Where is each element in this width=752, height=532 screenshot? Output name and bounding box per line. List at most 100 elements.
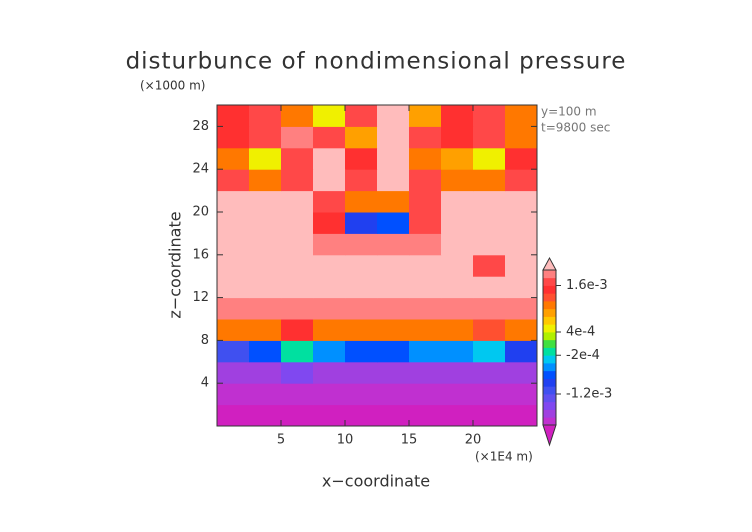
contour-cell [345, 190, 378, 213]
colorbar-band [543, 363, 556, 372]
contour-cell [281, 212, 314, 234]
contour-cell [473, 105, 506, 127]
contour-cell [473, 212, 506, 234]
contour-cell [473, 126, 506, 149]
contour-cell [377, 361, 410, 384]
y-tick-label: 16 [192, 247, 209, 262]
contour-cell [409, 383, 442, 406]
y-tick-label: 12 [192, 290, 209, 305]
contour-cell [441, 147, 474, 170]
colorbar-band [543, 332, 556, 341]
contour-cell [249, 319, 282, 341]
contour-cell [409, 254, 442, 277]
annotation: y=100 m [541, 105, 597, 119]
contour-cell [377, 169, 410, 192]
contour-cell [313, 147, 346, 170]
contour-cell [473, 340, 506, 363]
contour-cell [505, 319, 538, 341]
contour-cell [249, 404, 282, 427]
y-tick-label: 28 [192, 119, 209, 134]
contour-cell [505, 190, 538, 213]
contour-cell [217, 340, 250, 363]
contour-cell [281, 126, 314, 149]
contour-cell [281, 190, 314, 213]
contour-cell [377, 404, 410, 427]
contour-cell [441, 319, 474, 341]
contour-cell [345, 404, 378, 427]
contour-cell [473, 276, 506, 299]
contour-cell [377, 319, 410, 341]
contour-cell [249, 297, 282, 320]
contour-cell [441, 212, 474, 234]
plot-frame [216, 104, 538, 427]
x-tick-label: 15 [401, 433, 418, 448]
contour-cell [249, 340, 282, 363]
contour-cell [409, 319, 442, 341]
contour-cell [505, 126, 538, 149]
contour-cell [217, 276, 250, 299]
colorbar-band [543, 301, 556, 310]
contour-cell [473, 233, 506, 256]
contour-cell [249, 383, 282, 406]
contour-cell [217, 147, 250, 170]
contour-cell [313, 383, 346, 406]
contour-cell [505, 147, 538, 170]
colorbar-band [543, 277, 556, 286]
colorbar-band [543, 394, 556, 403]
contour-cell [249, 361, 282, 384]
colorbar-band [543, 417, 556, 426]
contour-cell [249, 212, 282, 234]
contour-cell [505, 276, 538, 299]
y-tick-label: 20 [192, 205, 209, 220]
contour-cell [217, 297, 250, 320]
contour-cell [217, 404, 250, 427]
contour-cell [505, 340, 538, 363]
contour-cell [441, 190, 474, 213]
contour-cell [345, 212, 378, 234]
contour-cell [313, 126, 346, 149]
contour-cell [281, 276, 314, 299]
contour-cell [473, 319, 506, 341]
contour-cell [409, 126, 442, 149]
contour-cell [473, 361, 506, 384]
y-tick-label: 4 [201, 376, 209, 391]
contour-cell [409, 190, 442, 213]
x-tick-label: 10 [337, 433, 354, 448]
y-tick-label: 24 [192, 162, 209, 177]
contour-cell [441, 297, 474, 320]
contour-cell [313, 319, 346, 341]
contour-cell [441, 404, 474, 427]
contour-cell [409, 105, 442, 127]
colorbar-band [543, 347, 556, 356]
colorbar-arrow [542, 256, 557, 271]
contour-cell [441, 254, 474, 277]
contour-cell [313, 361, 346, 384]
contour-cell [345, 169, 378, 192]
contour-cell [441, 361, 474, 384]
contour-cell [505, 383, 538, 406]
contour-cell [377, 126, 410, 149]
contour-cell [377, 383, 410, 406]
colorbar-band [543, 293, 556, 302]
contour-cell [505, 404, 538, 427]
contour-cell [409, 404, 442, 427]
annotation: t=9800 sec [541, 121, 610, 135]
colorbar-band [543, 386, 556, 395]
x-unit: (×1E4 m) [475, 450, 533, 464]
colorbar-band [543, 409, 556, 418]
contour-cell [281, 105, 314, 127]
contour-cell [249, 233, 282, 256]
contour-cell [505, 212, 538, 234]
contour-cell [217, 126, 250, 149]
contour-cell [281, 297, 314, 320]
contour-cell [345, 105, 378, 127]
contour-cell [249, 147, 282, 170]
colorbar-band [543, 308, 556, 317]
contour-cell [345, 276, 378, 299]
contour-cell [505, 361, 538, 384]
colorbar-label: -1.2e-3 [566, 387, 612, 402]
colorbar-band [543, 316, 556, 325]
contour-cell [441, 233, 474, 256]
contour-cell [345, 383, 378, 406]
contour-cell [313, 254, 346, 277]
